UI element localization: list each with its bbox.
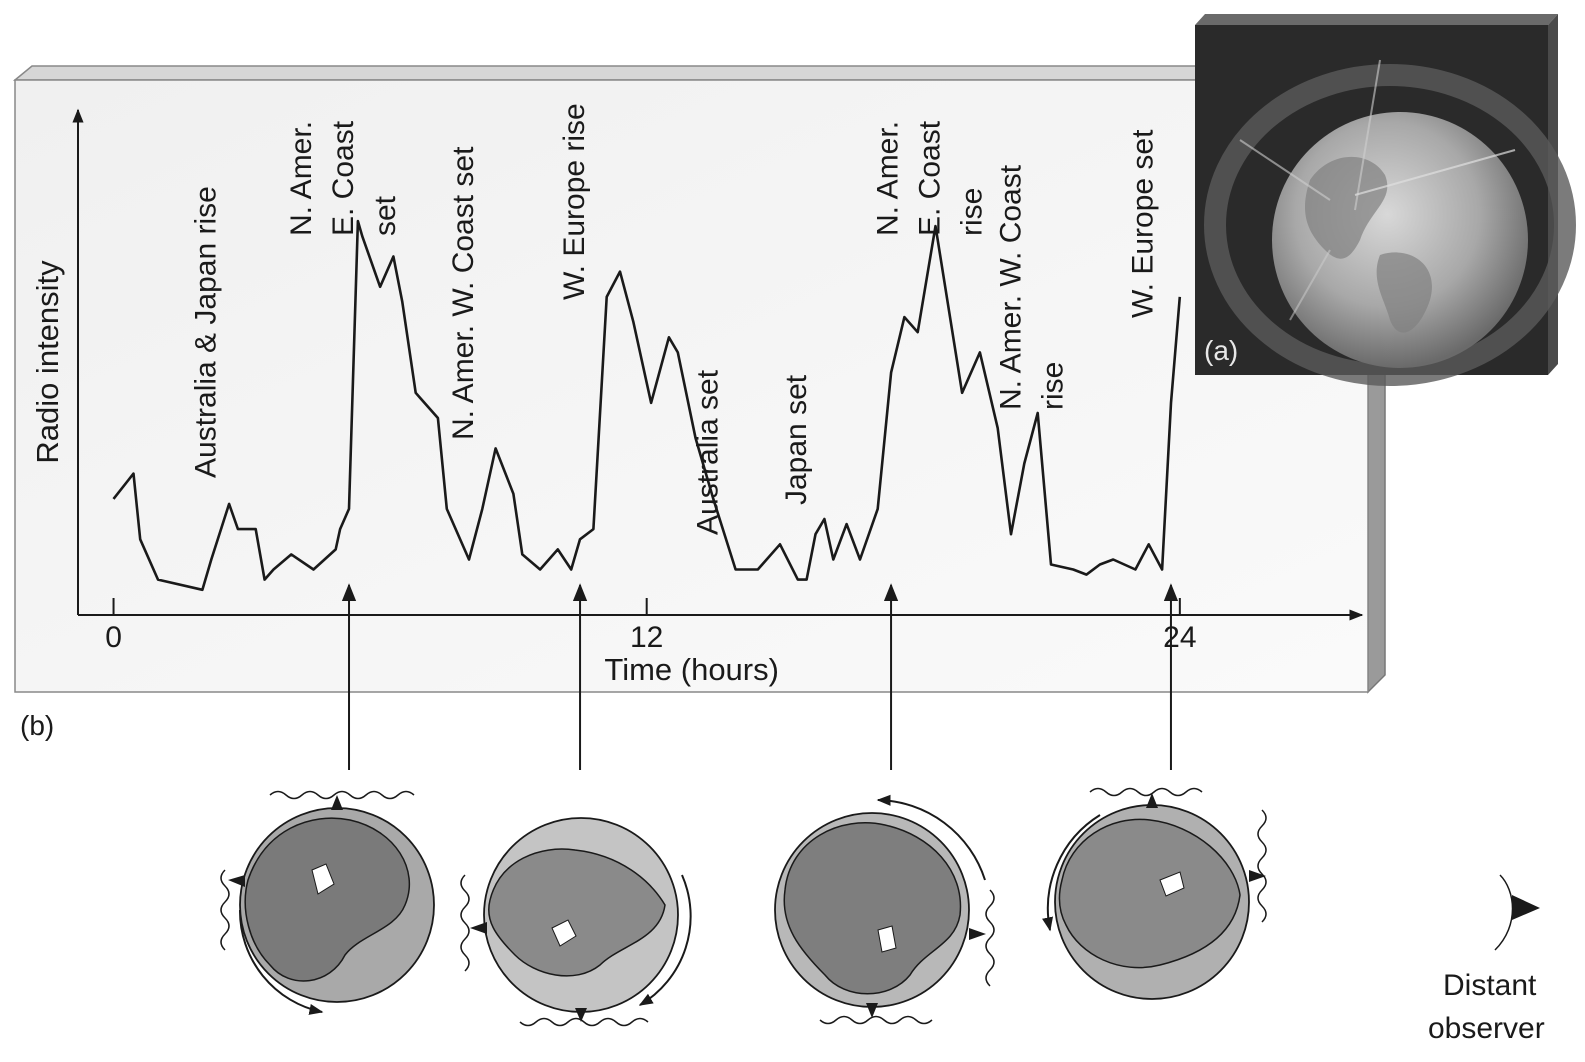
observer-label-line2: observer <box>1428 1012 1545 1045</box>
globe-1-pin-top <box>331 795 343 810</box>
globe-4-ice <box>1159 871 1185 897</box>
continent-shape-south <box>1376 252 1432 333</box>
annotation-2-line-3: set <box>369 195 402 236</box>
eye-pupil-icon <box>1512 895 1540 920</box>
globe-2-land <box>488 848 666 977</box>
annotation-5-line-1: Australia set <box>691 369 724 535</box>
series-group <box>112 219 1182 592</box>
wave-right-3 <box>985 889 995 987</box>
globe-3 <box>774 794 995 1025</box>
globe-2-ice <box>551 919 577 947</box>
rotation-arrow-2 <box>638 874 692 1006</box>
annotation-2-line-2: E. Coast <box>327 120 360 236</box>
globe-2-pin-bottom <box>575 1008 587 1022</box>
x-tick-label: 0 <box>105 621 122 654</box>
photo-top-edge <box>1195 14 1558 25</box>
event-annotations: Australia & Japan rise N. Amer. E. Coast se… <box>189 103 1159 535</box>
globe-2 <box>460 817 692 1027</box>
chart-axes <box>72 108 1364 621</box>
annotation-4-line-1: W. Europe rise <box>558 103 591 300</box>
globe-1-land <box>244 817 411 982</box>
annotation-8-line-1: N. Amer. W. Coast <box>995 164 1028 410</box>
rotation-arrow-3 <box>876 794 986 881</box>
observer-label-line1: Distant <box>1443 969 1537 1002</box>
globe-3-pin-right <box>969 928 986 940</box>
annotation-1-line-1: Australia & Japan rise <box>189 186 222 478</box>
wave-top-4 <box>1089 787 1203 797</box>
annotation-6-line-1: Japan set <box>780 374 813 505</box>
globe-3-pin-bottom <box>866 1003 878 1018</box>
annotation-2-line-1: N. Amer. <box>285 121 318 236</box>
rotation-arrow-4 <box>1042 814 1101 932</box>
panel-front-face <box>14 79 1369 693</box>
time-arrows <box>341 583 1179 770</box>
wave-left-2 <box>460 874 470 972</box>
belt-line-b <box>1354 59 1381 211</box>
wave-left-1 <box>220 869 230 951</box>
annotation-9-line-1: W. Europe set <box>1127 129 1160 318</box>
series-line-1 <box>112 219 1182 592</box>
x-tick-label: 24 <box>1163 621 1196 654</box>
continent-shape <box>1305 156 1388 259</box>
belt-line-a <box>1239 139 1331 201</box>
globe-1-ice <box>311 863 335 895</box>
eye-lid-icon <box>1494 874 1514 951</box>
wave-right-4 <box>1257 809 1267 923</box>
panel-top-face <box>12 65 1388 81</box>
globe-3-ice <box>877 925 897 953</box>
wave-bottom-2 <box>519 1017 649 1027</box>
chart-panel <box>12 64 1388 694</box>
rotation-arrow-1 <box>238 909 324 1015</box>
panel-b-label: (b) <box>20 710 54 741</box>
annotation-8-line-2: rise <box>1037 362 1070 410</box>
annotation-7-line-1: N. Amer. <box>872 121 905 236</box>
x-tick-group: 0 12 24 <box>105 598 1197 654</box>
globe-4-pin-right <box>1249 870 1266 882</box>
radiation-belt-outer <box>1204 64 1576 386</box>
x-tick-label: 12 <box>630 621 663 654</box>
annotation-3-line-1: N. Amer. W. Coast set <box>447 146 480 440</box>
globe-2-pin-left <box>470 922 487 934</box>
belt-line-d <box>1289 249 1331 321</box>
annotation-7-line-3: rise <box>956 188 989 236</box>
inset-photo: (a) <box>1195 14 1576 386</box>
globe-1-pin-left <box>228 875 245 887</box>
observer-eye-icon <box>1494 874 1540 951</box>
annotation-7-line-2: E. Coast <box>914 120 947 236</box>
globe-diagrams <box>220 787 1267 1027</box>
panel-a-label: (a) <box>1204 335 1238 366</box>
globe-1 <box>220 790 435 1015</box>
x-axis-label: Time (hours) <box>604 652 779 687</box>
belt-line-c <box>1354 149 1516 196</box>
globe-4 <box>1042 787 1267 1000</box>
globe-4-land <box>1058 818 1241 969</box>
y-axis-label: Radio intensity <box>30 260 65 464</box>
globe-4-pin-top <box>1146 793 1158 808</box>
wave-bottom-3 <box>819 1015 933 1025</box>
globe-3-land <box>783 822 962 995</box>
wave-top-1 <box>269 790 415 800</box>
